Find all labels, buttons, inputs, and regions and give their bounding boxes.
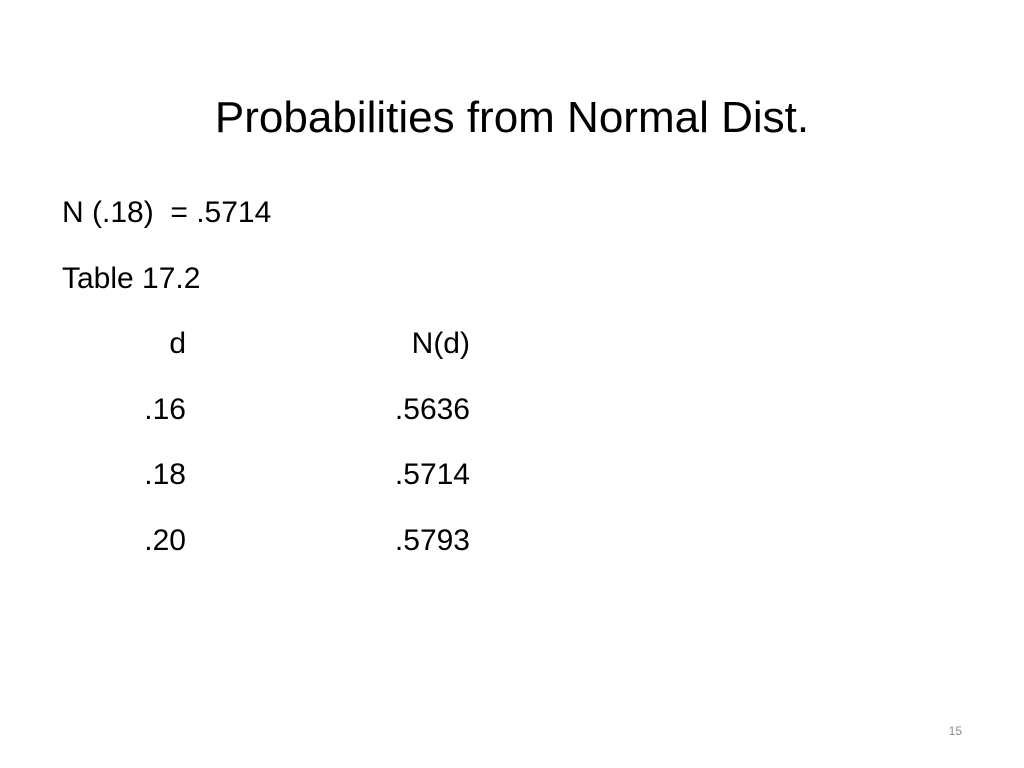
page-number: 15: [948, 724, 962, 738]
table-header: d: [169, 327, 186, 360]
table-cell: .18: [144, 458, 186, 491]
table-cell: .16: [144, 392, 186, 426]
table-header: N(d): [411, 327, 470, 360]
body-line: N (.18) = .5714: [62, 196, 272, 229]
table-cell: .5636: [394, 392, 470, 426]
slide-title: Probabilities from Normal Dist.: [214, 93, 810, 142]
table-cell: .20: [144, 523, 186, 557]
table-cell: .5714: [394, 458, 470, 491]
body-line: Table 17.2: [62, 262, 201, 295]
table-cell: .5793: [394, 523, 470, 557]
